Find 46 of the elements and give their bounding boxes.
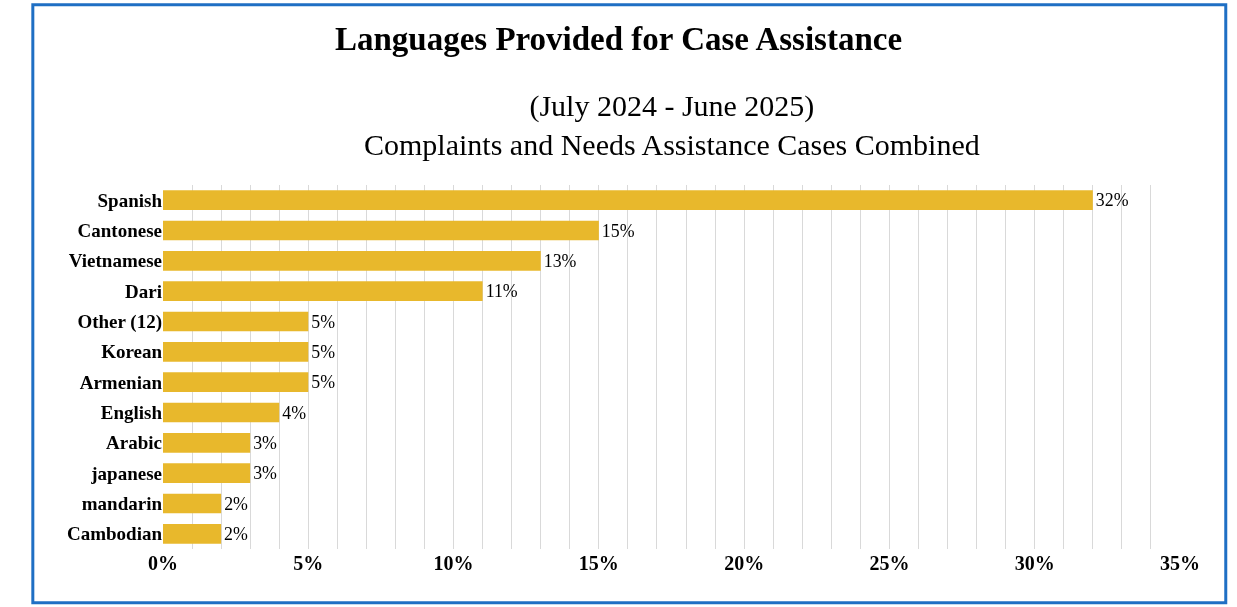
chart-title: Languages Provided for Case Assistance	[334, 21, 903, 58]
y-tick-label: Spanish	[97, 189, 163, 211]
data-label: 3%	[253, 463, 278, 484]
bar	[163, 311, 309, 332]
x-tick-label: 5%	[293, 552, 324, 574]
bar	[163, 250, 541, 271]
bar	[163, 523, 222, 544]
data-label: 5%	[311, 372, 336, 393]
x-tick-label: 35%	[1160, 552, 1200, 574]
x-tick-label: 20%	[724, 552, 765, 574]
data-label: 5%	[311, 311, 336, 332]
bar	[163, 372, 309, 393]
data-label: 32%	[1095, 190, 1129, 211]
y-tick-label: Cantonese	[77, 220, 162, 242]
y-tick-label: Arabic	[106, 432, 162, 454]
y-tick-label: Armenian	[79, 371, 163, 393]
bar	[163, 432, 251, 453]
x-tick-label: 0%	[148, 552, 178, 574]
data-label: 13%	[543, 250, 577, 271]
x-tick-label: 15%	[578, 552, 619, 574]
data-label: 5%	[311, 341, 336, 362]
x-tick-label: 10%	[433, 552, 474, 574]
bar	[163, 281, 483, 302]
y-tick-label: English	[100, 402, 163, 424]
y-tick-label: Vietnamese	[68, 250, 162, 272]
bar	[163, 463, 251, 484]
y-tick-label: Korean	[101, 341, 163, 363]
bar	[163, 341, 309, 362]
data-label: 4%	[282, 402, 307, 423]
y-tick-label: Dari	[125, 280, 162, 302]
data-label: 2%	[224, 493, 249, 514]
bar	[163, 190, 1093, 211]
x-tick-label: 25%	[869, 552, 910, 574]
y-tick-label: Other (12)	[77, 311, 162, 334]
y-tick-label: japanese	[90, 462, 162, 484]
chart-subtitle: (July 2024 - June 2025) Complaints and Needs Assistance Cases Combined	[364, 89, 980, 161]
data-label: 2%	[224, 523, 249, 544]
y-tick-label: Cambodian	[66, 523, 163, 545]
x-tick-label: 30%	[1014, 552, 1055, 574]
bar	[163, 493, 222, 514]
data-label: 15%	[601, 220, 635, 241]
y-tick-label: mandarin	[81, 493, 163, 515]
data-label: 11%	[485, 281, 518, 302]
bar	[163, 402, 280, 423]
data-label: 3%	[253, 432, 278, 453]
bar	[163, 220, 599, 241]
